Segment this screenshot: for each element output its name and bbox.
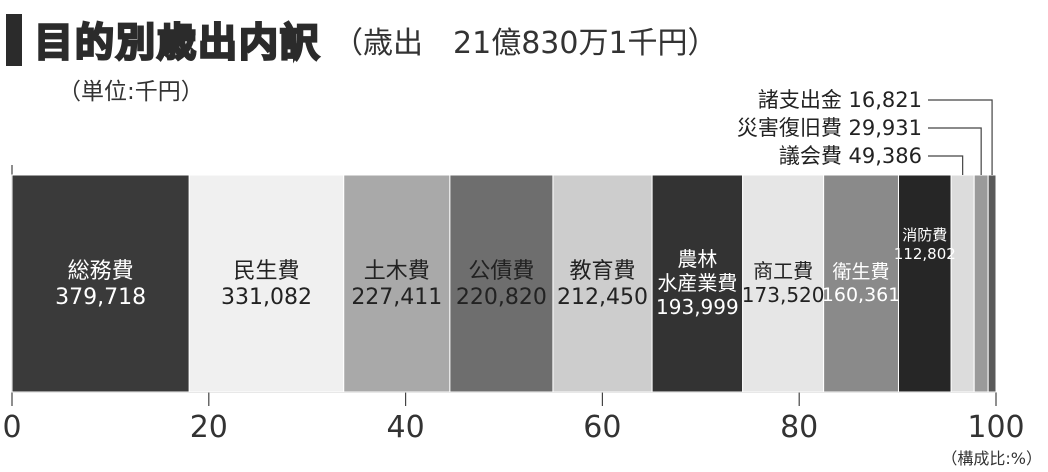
bar-segment [987,174,997,393]
bar-segment [11,174,190,393]
callout-label: 諸支出金 16,821 [758,88,922,112]
callout-label: 災害復旧費 29,931 [737,116,922,140]
segment-value-label: 379,718 [55,285,146,310]
segment-name-label: 総務費 [68,259,134,284]
segment-value-label: 173,520 [742,283,825,307]
callout-label: 議会費 49,386 [779,144,922,168]
bar-segment [973,174,989,393]
segment-name-label: 消防費 [902,226,947,244]
bar-segment [651,174,744,393]
bar-segment [188,174,345,393]
bar-segment [449,174,554,393]
callout-leader [928,99,993,175]
bar-segment [343,174,451,393]
x-tick-label: 80 [780,410,818,445]
callout-leader [928,127,982,175]
bar-segment [742,174,825,393]
segment-name-label: 教育費 [570,259,636,284]
segment-value-label: 331,082 [221,285,312,310]
segment-value-label: 220,820 [456,285,547,310]
x-tick-label: 100 [967,410,1024,445]
x-tick-label: 40 [387,410,425,445]
x-axis-label: （構成比:%） [941,449,1042,468]
segment-name-label: 公債費 [468,259,534,284]
segment-value-label: 193,999 [656,295,739,319]
segment-name-label: 農林 [677,247,717,271]
bar-segment [823,174,899,393]
bar-segment [897,174,952,393]
page-subtitle: （歳出 21億830万1千円） [333,26,718,61]
segment-name-label: 民生費 [233,259,299,284]
bar-segment [552,174,653,393]
x-tick-label: 20 [190,410,228,445]
title-row: 目的別歳出内訳 （歳出 21億830万1千円） [6,12,718,68]
bar-segment [950,174,975,393]
title-marker [6,14,22,66]
x-tick-label: 60 [583,410,621,445]
page-title: 目的別歳出内訳 [33,20,322,68]
segment-name-label: 土木費 [364,259,430,284]
segment-value-label: 227,411 [351,285,442,310]
segment-value-label: 212,450 [557,285,648,310]
callout-leader [928,155,964,175]
segment-value-label: 112,802 [894,245,956,263]
segment-value-label: 160,361 [822,284,901,306]
unit-label: （単位:千円） [58,79,204,105]
x-tick-label: 0 [2,410,21,445]
segment-name-label: 衛生費 [833,261,890,283]
segment-name-label: 商工費 [753,259,813,283]
segment-name-label: 水産業費 [657,271,737,295]
